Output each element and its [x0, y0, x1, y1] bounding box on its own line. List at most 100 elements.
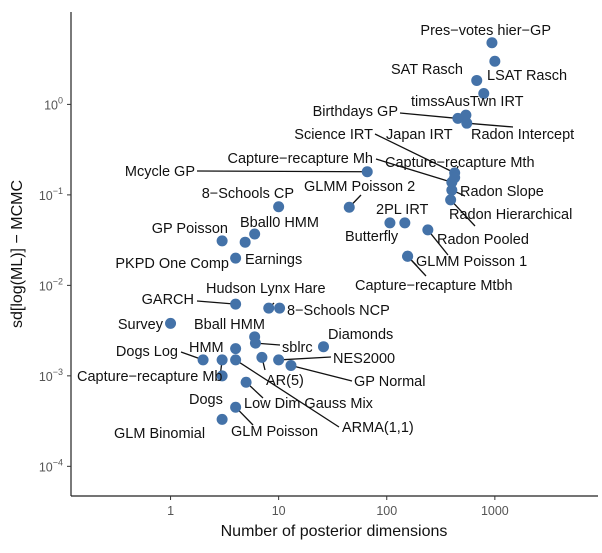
data-point: [486, 37, 498, 49]
point-label: Bball0 HMM: [240, 215, 319, 231]
x-tick-label: 1000: [481, 504, 509, 518]
y-axis-title: sd[log(ML)] − MCMC: [9, 180, 26, 328]
data-point: [471, 74, 483, 86]
leader-line: [466, 122, 514, 128]
leader-line: [374, 133, 455, 174]
data-point: [230, 252, 242, 264]
y-tick-exponent: 0: [58, 95, 63, 105]
data-point: [240, 376, 252, 388]
y-tick-exponent: −3: [53, 367, 63, 377]
point-label: Dogs Log: [116, 344, 178, 360]
point-label: GP Poisson: [152, 221, 228, 237]
axes: [70, 12, 598, 497]
y-tick-base: 10: [44, 98, 58, 112]
data-point: [165, 317, 177, 329]
point-label: 8−Schools CP: [202, 186, 294, 202]
point-label: SAT Rasch: [391, 62, 463, 78]
y-tick-label: 100: [44, 95, 63, 112]
point-label: Low Dim Gauss Mix: [244, 396, 374, 412]
data-point: [402, 250, 414, 262]
point-label: 2PL IRT: [376, 202, 429, 218]
data-point: [461, 117, 473, 129]
leader-line: [235, 359, 340, 428]
data-point: [216, 235, 228, 247]
point-label: Butterfly: [345, 229, 399, 245]
x-ticks: 1 10 100 1000: [167, 496, 509, 518]
point-label: HMM: [189, 340, 224, 356]
point-label: Radon Hierarchical: [449, 207, 572, 223]
point-label: Earnings: [245, 252, 302, 268]
data-point: [230, 298, 242, 310]
leader-line: [375, 158, 453, 183]
data-point: [422, 224, 434, 236]
data-point: [343, 201, 355, 213]
data-point: [285, 360, 297, 372]
data-point: [216, 413, 228, 425]
y-tick-base: 10: [39, 370, 53, 384]
x-axis-title: Number of posterior dimensions: [221, 523, 448, 540]
point-label: LSAT Rasch: [487, 68, 567, 84]
y-tick-base: 10: [39, 189, 53, 203]
data-point: [273, 201, 285, 213]
data-point: [489, 55, 501, 67]
y-tick-label: 10−2: [39, 276, 63, 293]
point-label: GLMM Poisson 1: [416, 254, 527, 270]
data-point: [318, 341, 330, 353]
point-label: GP Normal: [354, 374, 425, 390]
data-point: [216, 354, 228, 366]
point-label: Radon Pooled: [437, 232, 529, 248]
y-tick-base: 10: [39, 279, 53, 293]
data-point: [239, 236, 251, 248]
point-label: GLM Poisson: [231, 424, 318, 440]
data-point: [274, 302, 286, 314]
x-tick-label: 1: [167, 504, 174, 518]
label-leader-lines: [180, 112, 514, 428]
data-point: [446, 184, 458, 196]
y-tick-exponent: −1: [53, 186, 63, 196]
point-label: Hudson Lynx Hare: [206, 281, 326, 297]
point-labels: Pres−votes hier−GP LSAT Rasch SAT Rasch tim…: [77, 23, 574, 442]
data-point: [230, 354, 242, 366]
point-label: Birthdays GP: [313, 104, 398, 120]
data-point: [273, 354, 285, 366]
point-label: Survey: [118, 317, 164, 333]
data-point: [445, 194, 457, 206]
point-label: AR(5): [266, 373, 304, 389]
point-label: Science IRT: [294, 127, 373, 143]
point-label: Radon Slope: [460, 184, 544, 200]
data-point: [230, 343, 242, 355]
data-points: [165, 37, 501, 425]
data-point: [249, 337, 261, 349]
leader-line: [399, 112, 458, 120]
data-point: [384, 217, 396, 229]
leader-line: [450, 199, 476, 227]
point-label: Capture−recapture Mb: [77, 369, 222, 385]
point-label: ARMA(1,1): [342, 420, 414, 436]
leader-line: [278, 356, 332, 361]
data-point: [263, 302, 275, 314]
data-point: [449, 172, 461, 184]
y-tick-base: 10: [39, 460, 53, 474]
data-point: [249, 228, 261, 240]
data-point: [230, 401, 242, 413]
data-point: [399, 217, 411, 229]
point-label: timssAusTwn IRT: [411, 94, 524, 110]
data-point: [216, 370, 228, 382]
x-tick-label: 10: [272, 504, 286, 518]
y-tick-label: 10−3: [39, 367, 63, 384]
point-label: GLM Binomial: [114, 426, 205, 442]
point-label: Bball HMM: [194, 317, 265, 333]
y-tick-label: 10−4: [39, 457, 63, 474]
y-tick-exponent: −2: [53, 276, 63, 286]
leader-line: [290, 364, 353, 382]
point-label: GARCH: [142, 292, 194, 308]
data-point: [361, 166, 373, 178]
point-label: Japan IRT: [386, 127, 453, 143]
point-label: Capture−recapture Mh: [228, 151, 373, 167]
point-label: 8−Schools NCP: [287, 303, 390, 319]
data-point: [460, 109, 472, 121]
data-point: [478, 87, 490, 99]
point-label: GLMM Poisson 2: [304, 179, 415, 195]
